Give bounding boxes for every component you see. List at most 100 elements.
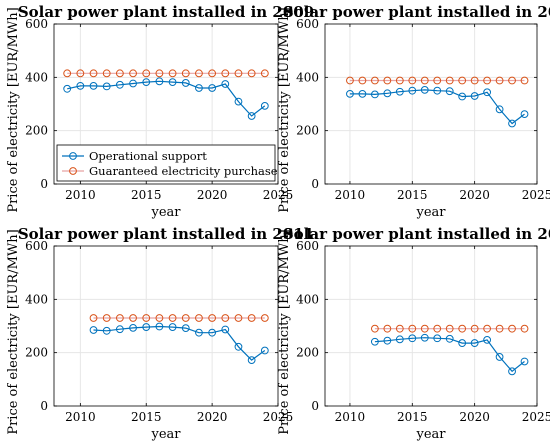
x-axis-label: year (150, 427, 181, 442)
y-tick-label: 200 (25, 124, 48, 138)
data-point-guaranteed (129, 69, 137, 78)
data-point-operational (520, 357, 529, 366)
legend-entry-label: Operational support (89, 149, 207, 163)
data-point-guaranteed (234, 314, 243, 322)
y-tick-label: 600 (296, 239, 319, 253)
data-point-guaranteed (260, 69, 269, 78)
data-point-operational (445, 87, 454, 96)
data-point-guaranteed (470, 324, 479, 333)
data-point-guaranteed (142, 69, 151, 78)
data-point-operational (495, 105, 504, 114)
data-point-guaranteed (63, 69, 72, 78)
data-point-operational (458, 339, 467, 347)
data-point-guaranteed (445, 76, 454, 85)
data-point-operational (383, 89, 392, 98)
axes-box (324, 23, 538, 185)
x-axis-label: year (150, 205, 181, 220)
data-point-guaranteed (395, 76, 404, 85)
data-point-guaranteed (395, 324, 404, 333)
data-point-guaranteed (76, 69, 85, 78)
data-point-operational (181, 324, 190, 333)
data-point-operational (260, 101, 269, 110)
data-point-operational (129, 323, 137, 332)
data-point-guaranteed (208, 69, 217, 78)
x-tick-label: 2025 (263, 410, 294, 424)
y-tick-label: 0 (40, 177, 48, 191)
data-point-guaranteed (508, 324, 516, 333)
data-point-guaranteed (155, 69, 164, 78)
y-tick-label: 600 (296, 17, 319, 31)
x-tick-label: 2025 (522, 410, 550, 424)
data-point-guaranteed (346, 76, 354, 85)
data-point-guaranteed (520, 324, 529, 333)
data-point-operational (433, 334, 442, 343)
legend-swatch-marker (69, 167, 77, 175)
data-point-operational (102, 82, 111, 91)
y-tick-label: 0 (40, 399, 48, 413)
data-point-operational (346, 89, 354, 98)
data-point-operational (520, 110, 529, 119)
x-axis-label: year (415, 205, 446, 220)
data-point-guaranteed (495, 76, 504, 85)
data-point-guaranteed (208, 314, 217, 322)
data-point-operational (221, 325, 230, 334)
data-point-guaranteed (383, 76, 392, 85)
data-point-guaranteed (102, 69, 111, 78)
x-tick-label: 2015 (131, 410, 162, 424)
data-point-operational (195, 84, 203, 92)
y-tick-label: 0 (311, 177, 319, 191)
series-line-operational (349, 89, 525, 125)
data-point-operational (420, 333, 429, 342)
y-tick-label: 200 (25, 346, 48, 360)
data-point-operational (155, 322, 164, 331)
data-point-operational (89, 81, 98, 90)
data-point-operational (115, 325, 124, 334)
data-point-operational (142, 323, 151, 331)
data-point-guaranteed (260, 314, 269, 322)
data-point-guaranteed (383, 324, 392, 333)
data-point-operational (370, 337, 379, 346)
y-tick-label: 0 (311, 399, 319, 413)
data-point-guaranteed (408, 324, 417, 333)
y-tick-label: 600 (25, 239, 48, 253)
data-point-guaranteed (508, 76, 516, 85)
axes-box (53, 245, 279, 407)
x-tick-label: 2020 (459, 410, 490, 424)
data-point-guaranteed (195, 314, 203, 322)
data-point-guaranteed (483, 324, 492, 333)
x-tick-label: 2020 (197, 188, 228, 202)
x-tick-label: 2015 (397, 188, 428, 202)
data-point-operational (470, 339, 479, 347)
data-point-operational (383, 336, 392, 345)
data-point-operational (63, 84, 72, 93)
data-point-guaranteed (420, 324, 429, 333)
data-point-operational (483, 88, 492, 97)
x-tick-label: 2010 (335, 188, 366, 202)
legend-entry-label: Guaranteed electricity purchase (89, 164, 278, 178)
data-point-operational (208, 328, 217, 337)
legend-swatch-marker (69, 152, 77, 160)
data-point-operational (89, 326, 98, 334)
chart-title: Solar power plant installed in 2010 (283, 3, 550, 21)
data-point-guaranteed (142, 314, 151, 322)
data-point-operational (260, 346, 269, 355)
chart-title: Solar power plant installed in 2011 (18, 225, 314, 243)
y-axis-label: Price of electricity [EUR/MWh] (277, 229, 292, 434)
x-tick-label: 2015 (397, 410, 428, 424)
data-point-operational (168, 78, 177, 87)
x-tick-label: 2015 (131, 188, 162, 202)
x-tick-label: 2010 (65, 410, 96, 424)
data-point-operational (433, 86, 442, 95)
data-point-guaranteed (89, 314, 98, 322)
data-point-operational (115, 80, 124, 89)
y-tick-label: 200 (296, 124, 319, 138)
data-point-guaranteed (181, 314, 190, 322)
data-point-operational (445, 334, 454, 343)
y-axis-label: Price of electricity [EUR/MWh] (277, 7, 292, 212)
data-point-guaranteed (433, 324, 442, 333)
data-point-guaranteed (445, 324, 454, 333)
